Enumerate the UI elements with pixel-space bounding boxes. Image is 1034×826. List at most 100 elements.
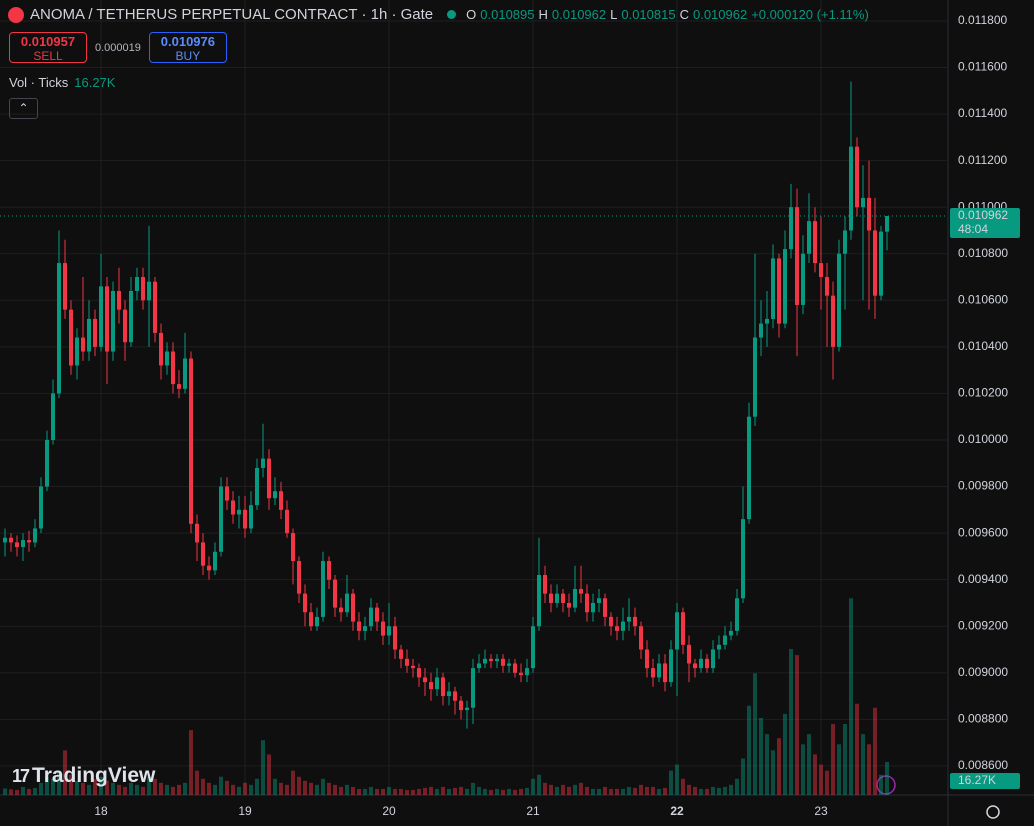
volume-bar — [729, 784, 733, 795]
volume-bar — [411, 789, 415, 795]
symbol-logo — [8, 6, 24, 23]
volume-bar — [645, 786, 649, 795]
candle-body — [621, 621, 625, 631]
volume-bar — [783, 713, 787, 795]
candle-body — [375, 607, 379, 622]
candle-body — [213, 551, 217, 571]
volume-bar — [291, 770, 295, 795]
volume-bar — [723, 786, 727, 795]
candle-body — [249, 505, 253, 529]
candle-body — [735, 598, 739, 631]
collapse-button[interactable]: ⌃ — [9, 98, 38, 119]
candle-body — [519, 672, 523, 676]
candle-body — [387, 626, 391, 636]
volume-bar — [669, 770, 673, 795]
candle-body — [369, 607, 373, 627]
candle-body — [573, 588, 577, 608]
x-tick-label: 19 — [238, 804, 252, 818]
volume-bar — [801, 744, 805, 795]
volume-bar — [567, 786, 571, 795]
volume-bar — [51, 778, 55, 795]
candle-body — [495, 658, 499, 662]
candle-body — [333, 579, 337, 608]
candle-body — [849, 146, 853, 231]
symbol-title: ANOMA / TETHERUS PERPETUAL CONTRACT · 1h… — [30, 6, 434, 23]
y-tick-label: 0.009800 — [958, 479, 1008, 493]
replay-icon[interactable] — [876, 775, 896, 795]
volume-bar — [573, 784, 577, 795]
volume-bar — [603, 786, 607, 795]
volume-bar — [657, 788, 661, 795]
y-tick-label: 0.009400 — [958, 572, 1008, 586]
candle-body — [747, 416, 751, 520]
volume-bar — [399, 788, 403, 795]
candle-body — [675, 612, 679, 650]
candle-body — [75, 337, 79, 366]
volume-bar — [81, 782, 85, 795]
volume-bar — [807, 734, 811, 795]
candle-body — [411, 665, 415, 669]
candle-body — [801, 253, 805, 305]
candle-body — [741, 519, 745, 599]
candle-body — [597, 598, 601, 603]
volume-bar — [393, 788, 397, 795]
candle-body — [285, 509, 289, 534]
candle-body — [429, 682, 433, 690]
candle-body — [153, 281, 157, 333]
volume-bar — [195, 770, 199, 795]
candle-body — [351, 593, 355, 622]
volume-bar — [465, 788, 469, 795]
candle-body — [117, 290, 121, 310]
y-tick-label: 0.010200 — [958, 386, 1008, 400]
volume-bar — [693, 786, 697, 795]
y-tick-label: 0.010600 — [958, 292, 1008, 306]
candle-body — [717, 644, 721, 650]
settings-icon[interactable] — [986, 805, 1000, 819]
volume-bar — [9, 789, 13, 795]
candle-body — [615, 626, 619, 631]
volume-bar — [375, 788, 379, 795]
volume-bar — [471, 782, 475, 795]
watermark-logo: 17 — [12, 765, 30, 786]
watermark: 17 TradingView — [12, 764, 155, 788]
candle-body — [681, 612, 685, 645]
volume-bar — [591, 788, 595, 795]
y-tick-label: 0.011800 — [958, 13, 1007, 27]
candle-body — [759, 323, 763, 338]
candle-body — [855, 146, 859, 208]
buy-button[interactable]: 0.010976 BUY — [148, 32, 227, 63]
candle-body — [327, 561, 331, 580]
volume-bar — [495, 788, 499, 795]
candle-body — [873, 230, 877, 296]
candle-body — [255, 467, 259, 506]
y-tick-label: 0.008800 — [958, 712, 1008, 726]
candle-body — [567, 602, 571, 608]
volume-bar — [261, 740, 265, 795]
candle-body — [513, 663, 517, 673]
volume-bar — [45, 776, 49, 795]
candle-body — [45, 439, 49, 487]
volume-bar — [87, 784, 91, 795]
volume-bar — [57, 770, 61, 795]
volume-bar — [819, 764, 823, 795]
volume-bar — [867, 744, 871, 795]
candle-body — [189, 358, 193, 524]
candle-body — [33, 528, 37, 543]
last-volume-box — [950, 773, 1020, 789]
volume-bar — [69, 774, 73, 795]
sell-button[interactable]: 0.010957 SELL — [9, 32, 87, 63]
volume-bar — [105, 780, 109, 795]
candle-body — [603, 598, 607, 617]
volume-bar — [537, 774, 541, 795]
candle-body — [711, 649, 715, 669]
candle-body — [339, 607, 343, 613]
candle-body — [177, 384, 181, 389]
candle-body — [99, 286, 103, 347]
volume-bar — [99, 776, 103, 795]
volume-bar — [765, 734, 769, 795]
y-tick-label: 0.010000 — [958, 432, 1008, 446]
candle-body — [843, 230, 847, 254]
candle-body — [531, 626, 535, 669]
volume-bar — [621, 788, 625, 795]
candle-body — [723, 635, 727, 645]
